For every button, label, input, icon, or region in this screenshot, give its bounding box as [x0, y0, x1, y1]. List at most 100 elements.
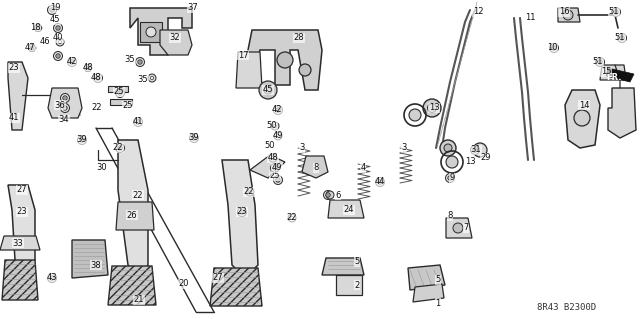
Circle shape — [550, 43, 559, 53]
Polygon shape — [606, 68, 634, 82]
Text: 45: 45 — [263, 85, 273, 94]
Circle shape — [276, 108, 280, 112]
Text: 48: 48 — [268, 153, 278, 162]
Polygon shape — [160, 30, 192, 55]
Polygon shape — [72, 240, 108, 278]
Polygon shape — [108, 266, 156, 305]
Text: 48: 48 — [83, 63, 93, 72]
Circle shape — [423, 99, 441, 117]
Text: 8: 8 — [314, 164, 319, 173]
Circle shape — [614, 10, 618, 14]
Text: 14: 14 — [579, 100, 589, 109]
Text: 51: 51 — [609, 8, 620, 17]
Circle shape — [428, 103, 436, 113]
Circle shape — [47, 273, 56, 283]
Circle shape — [273, 166, 277, 170]
Text: 31: 31 — [470, 145, 481, 154]
Circle shape — [264, 86, 272, 94]
Polygon shape — [118, 140, 148, 278]
Text: 8R43 B2300D: 8R43 B2300D — [537, 303, 596, 313]
Text: 8: 8 — [447, 211, 452, 220]
Polygon shape — [608, 88, 636, 138]
Circle shape — [595, 57, 605, 66]
Polygon shape — [2, 260, 38, 300]
Circle shape — [237, 207, 246, 217]
Polygon shape — [8, 185, 35, 270]
Text: 13: 13 — [429, 103, 439, 113]
Text: 7: 7 — [463, 224, 468, 233]
Text: 11: 11 — [525, 13, 535, 23]
Circle shape — [409, 109, 421, 121]
Polygon shape — [0, 236, 40, 250]
Text: 23: 23 — [237, 207, 247, 217]
Text: 45: 45 — [50, 16, 60, 25]
Circle shape — [36, 26, 40, 30]
Polygon shape — [328, 200, 364, 218]
Circle shape — [189, 133, 198, 143]
Text: 2: 2 — [355, 280, 360, 290]
Text: 35: 35 — [125, 56, 135, 64]
Text: 4: 4 — [360, 164, 365, 173]
Polygon shape — [558, 8, 580, 22]
Text: 49: 49 — [272, 164, 282, 173]
Text: 25: 25 — [269, 172, 280, 181]
Circle shape — [118, 91, 122, 95]
Polygon shape — [322, 258, 364, 275]
Text: 17: 17 — [237, 50, 248, 60]
Polygon shape — [108, 86, 128, 92]
Polygon shape — [600, 65, 626, 80]
Polygon shape — [210, 268, 262, 306]
Circle shape — [273, 124, 276, 128]
Polygon shape — [8, 62, 28, 130]
Circle shape — [273, 175, 282, 184]
Circle shape — [598, 60, 602, 64]
Circle shape — [63, 106, 67, 110]
Polygon shape — [565, 90, 600, 148]
Circle shape — [93, 73, 102, 83]
Circle shape — [271, 122, 279, 130]
Circle shape — [473, 148, 477, 152]
Circle shape — [138, 60, 142, 64]
Circle shape — [134, 117, 143, 127]
Circle shape — [611, 8, 621, 17]
Text: 43: 43 — [47, 273, 58, 283]
Circle shape — [288, 214, 296, 222]
Polygon shape — [140, 22, 162, 42]
Circle shape — [240, 210, 244, 214]
Circle shape — [276, 178, 280, 182]
Text: 23: 23 — [9, 63, 19, 72]
Circle shape — [136, 120, 140, 124]
Circle shape — [291, 217, 294, 219]
Polygon shape — [116, 202, 154, 230]
Circle shape — [192, 136, 196, 140]
Text: 30: 30 — [97, 164, 108, 173]
Circle shape — [63, 96, 67, 100]
Circle shape — [118, 146, 122, 150]
Text: 51: 51 — [593, 57, 604, 66]
Circle shape — [50, 8, 54, 12]
Polygon shape — [130, 8, 192, 55]
Text: 50: 50 — [267, 122, 277, 130]
Circle shape — [445, 174, 454, 182]
Text: 24: 24 — [344, 205, 355, 214]
Circle shape — [269, 154, 277, 162]
Text: 41: 41 — [132, 117, 143, 127]
Polygon shape — [110, 99, 132, 105]
Polygon shape — [250, 155, 285, 178]
Text: 48: 48 — [91, 73, 101, 83]
Circle shape — [47, 5, 56, 14]
Text: 5: 5 — [435, 276, 440, 285]
Circle shape — [54, 24, 63, 33]
Text: 42: 42 — [67, 57, 77, 66]
Polygon shape — [302, 156, 328, 178]
Polygon shape — [408, 265, 445, 290]
Polygon shape — [248, 30, 322, 90]
Circle shape — [444, 144, 452, 152]
Text: 21: 21 — [134, 295, 144, 305]
Circle shape — [58, 41, 61, 43]
Text: 33: 33 — [13, 239, 24, 248]
Text: 22: 22 — [113, 144, 124, 152]
Text: 3: 3 — [401, 144, 406, 152]
Circle shape — [563, 10, 573, 20]
Text: 25: 25 — [123, 101, 133, 110]
